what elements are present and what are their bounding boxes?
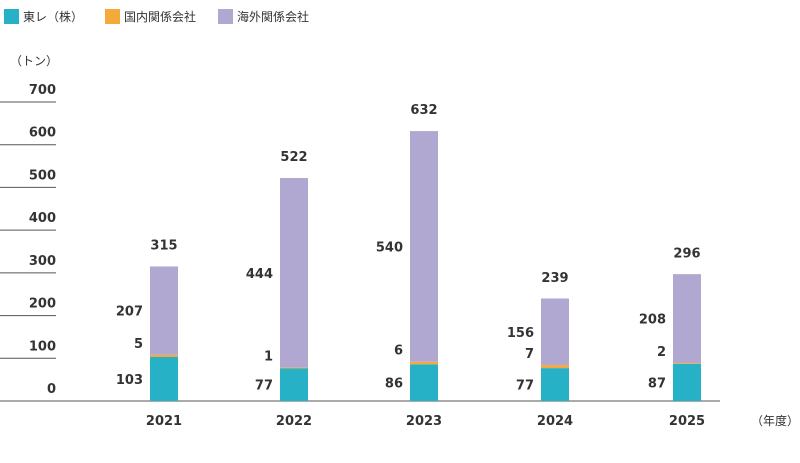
data-label-toray-2023: 86 [385, 377, 403, 392]
data-label-domestic-2024: 7 [525, 347, 534, 362]
y-tick-label-300: 300 [29, 254, 56, 269]
total-label-2022: 522 [280, 150, 307, 165]
y-tick-label-600: 600 [29, 126, 56, 141]
data-label-overseas-2021: 207 [116, 305, 143, 320]
x-axis-unit: （年度） [751, 414, 800, 428]
x-tick-label-2022: 2022 [276, 414, 312, 429]
data-label-toray-2022: 77 [255, 379, 273, 394]
total-label-2021: 315 [150, 238, 177, 253]
bar-2021-series-2 [150, 266, 178, 355]
total-label-2024: 239 [541, 271, 568, 286]
data-label-toray-2021: 103 [116, 373, 143, 388]
total-label-2025: 296 [673, 247, 700, 262]
legend: 東レ（株） 国内関係会社 海外関係会社 [4, 6, 331, 26]
legend-swatch-overseas-affiliates [218, 8, 234, 24]
bar-2022-series-1 [280, 367, 308, 369]
x-tick-label-2025: 2025 [669, 414, 705, 429]
x-tick-label-2024: 2024 [537, 414, 573, 429]
bar-2024-series-0 [541, 368, 569, 401]
data-label-domestic-2025: 2 [657, 345, 666, 360]
total-label-2023: 632 [410, 103, 437, 118]
legend-item-overseas-affiliates: 海外関係会社 [218, 8, 309, 25]
bar-2021-series-0 [150, 357, 178, 401]
bar-2023-series-2 [410, 131, 438, 362]
bar-2024-series-2 [541, 298, 569, 366]
data-label-domestic-2022: 1 [264, 350, 273, 365]
y-tick-label-100: 100 [29, 339, 56, 354]
x-tick-label-2023: 2023 [406, 414, 442, 429]
bar-2023-series-0 [410, 364, 438, 401]
bar-2024-series-1 [541, 365, 569, 369]
data-label-toray-2025: 87 [648, 376, 666, 391]
data-label-toray-2024: 77 [516, 379, 534, 394]
bar-2025-series-2 [673, 274, 701, 363]
data-label-domestic-2023: 6 [394, 344, 403, 359]
x-tick-label-2021: 2021 [146, 414, 182, 429]
legend-label-toray: 東レ（株） [23, 9, 84, 24]
legend-item-domestic-affiliates: 国内関係会社 [105, 8, 196, 25]
legend-label-overseas-affiliates: 海外関係会社 [237, 9, 310, 24]
legend-swatch-toray [4, 8, 19, 24]
data-label-overseas-2022: 444 [246, 267, 273, 282]
bar-2022-series-2 [280, 178, 308, 368]
y-axis-unit: （トン） [10, 54, 59, 68]
y-tick-label-700: 700 [29, 83, 56, 98]
bar-2021-series-1 [150, 354, 178, 358]
bar-2022-series-0 [280, 368, 308, 401]
bar-2025-series-1 [673, 362, 701, 364]
y-tick-label-0: 0 [47, 382, 56, 397]
legend-swatch-domestic-affiliates [105, 8, 121, 24]
data-label-domestic-2021: 5 [134, 337, 143, 352]
bar-2023-series-1 [410, 361, 438, 365]
y-tick-label-200: 200 [29, 297, 56, 312]
y-tick-label-500: 500 [29, 168, 56, 183]
legend-item-toray: 東レ（株） [4, 8, 83, 25]
data-label-overseas-2023: 540 [376, 240, 403, 255]
bar-2025-series-0 [673, 363, 701, 401]
data-label-overseas-2025: 208 [639, 313, 666, 328]
legend-label-domestic-affiliates: 国内関係会社 [124, 9, 197, 24]
y-tick-label-400: 400 [29, 211, 56, 226]
data-label-overseas-2024: 156 [507, 326, 534, 341]
